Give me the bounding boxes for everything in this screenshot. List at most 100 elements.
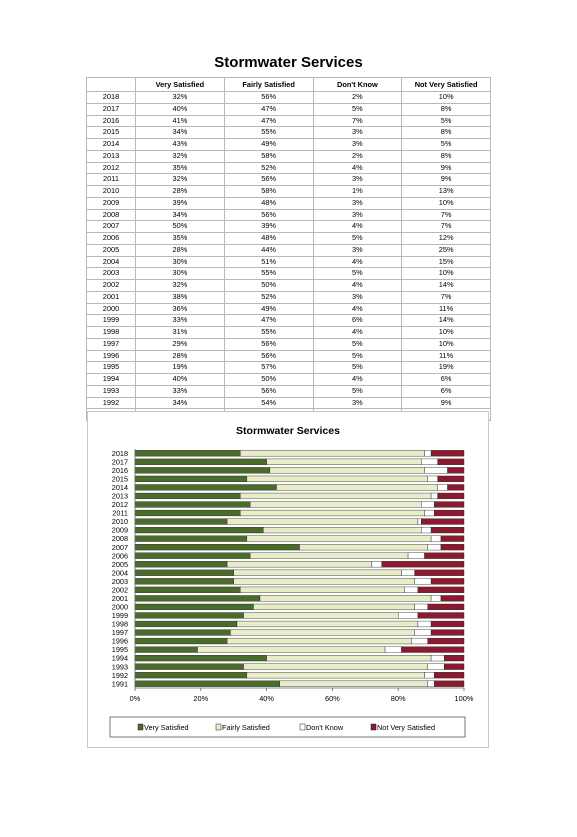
y-tick-label: 2014 — [112, 483, 128, 492]
y-tick-label: 1997 — [112, 628, 128, 637]
table-cell: 4% — [312, 220, 403, 233]
table-row-year: 2007 — [86, 220, 136, 233]
bar-segment — [430, 526, 465, 534]
table-cell: 3% — [312, 196, 403, 210]
table-row: 2015 34% 55% 3% 8% — [86, 126, 491, 139]
table-cell: 6% — [401, 384, 491, 398]
table-row-year: 2018 — [86, 91, 136, 104]
bar-segment — [134, 561, 228, 568]
table-cell: 55% — [223, 326, 314, 339]
table-row: 2000 36% 49% 4% 11% — [86, 302, 491, 316]
bar-segment — [249, 501, 422, 508]
table-row-year: 2002 — [86, 279, 136, 292]
bar-segment — [134, 467, 271, 474]
table-cell: 9% — [401, 161, 491, 175]
y-tick-label: 1991 — [112, 679, 128, 688]
bar-segment — [424, 552, 465, 559]
bar-segment — [276, 484, 438, 491]
table-row: 2003 30% 55% 5% 10% — [86, 267, 491, 280]
table-row: 2002 32% 50% 4% 14% — [86, 279, 491, 292]
table-cell: 28% — [135, 185, 225, 198]
table-cell: 8% — [401, 126, 491, 139]
bar-segment — [427, 637, 465, 645]
bar-segment — [246, 535, 432, 542]
table-cell: 5% — [312, 349, 403, 363]
table-cell: 7% — [401, 290, 491, 304]
bar-segment — [134, 655, 267, 662]
table-cell: 41% — [135, 114, 225, 128]
table-cell: 56% — [223, 208, 314, 222]
y-tick-label: 1995 — [112, 645, 128, 654]
table-row-year: 2012 — [86, 161, 136, 175]
table-row: 1997 29% 56% 5% 10% — [86, 337, 491, 351]
table-cell: 9% — [401, 396, 491, 410]
table-cell: 32% — [135, 173, 225, 186]
y-tick-label: 2000 — [112, 603, 128, 612]
page-title: Stormwater Services — [214, 54, 363, 71]
bar-segment — [417, 586, 465, 593]
bar-segment — [437, 492, 465, 500]
bar-segment — [226, 637, 412, 645]
table-cell: 58% — [223, 185, 314, 198]
bar-segment — [134, 612, 244, 619]
y-tick-label: 2015 — [112, 474, 128, 483]
bar-segment — [437, 475, 465, 482]
table-cell: 47% — [223, 114, 314, 128]
table-cell: 5% — [312, 337, 403, 351]
table-cell: 4% — [312, 302, 403, 316]
table-cell: 48% — [223, 232, 314, 245]
legend-box — [109, 716, 466, 738]
table-cell: 34% — [135, 396, 225, 410]
y-tick-label: 2010 — [112, 517, 128, 526]
table-cell: 28% — [135, 243, 225, 257]
table-cell: 10% — [401, 326, 491, 339]
bar-segment — [437, 484, 448, 491]
table-cell: 7% — [401, 208, 491, 222]
table-cell: 3% — [312, 290, 403, 304]
table-header-corner — [86, 77, 136, 92]
table-row-year: 1995 — [86, 361, 136, 374]
bar-segment — [134, 646, 198, 653]
table-row: 2017 40% 47% 5% 8% — [86, 102, 491, 116]
bar-segment — [427, 663, 445, 670]
bar-segment — [440, 544, 465, 551]
y-tick-label: 2002 — [112, 585, 128, 594]
y-tick-label: 2003 — [112, 577, 128, 586]
table-cell: 39% — [223, 220, 314, 233]
table-cell: 5% — [312, 384, 403, 398]
table-cell: 8% — [401, 149, 491, 163]
bar-segment — [240, 509, 425, 517]
table-row: 1993 33% 56% 5% 6% — [86, 384, 491, 398]
y-tick-label: 1992 — [112, 671, 128, 680]
table-row: 1998 31% 55% 4% 10% — [86, 326, 491, 339]
table-row: 1995 19% 57% 5% 19% — [86, 361, 491, 374]
chart-container: Stormwater Services 2018 2017 2016 2015 2014 2… — [87, 411, 489, 748]
bar-segment — [134, 458, 267, 465]
legend-swatch — [299, 723, 306, 731]
table-row-year: 2003 — [86, 267, 136, 280]
table-row-year: 2014 — [86, 138, 136, 151]
bar-segment — [407, 552, 425, 559]
bar-segment — [411, 637, 429, 645]
table-cell: 3% — [312, 126, 403, 139]
table-cell: 49% — [223, 302, 314, 316]
y-tick-label: 2017 — [112, 457, 128, 466]
legend-label: Very Satisfied — [144, 723, 189, 732]
bar-segment — [240, 586, 405, 593]
bar-segment — [226, 518, 419, 525]
bar-segment — [447, 484, 465, 491]
bar-segment — [424, 672, 435, 679]
bar-segment — [236, 620, 419, 628]
bar-segment — [434, 509, 465, 517]
bar-segment — [249, 552, 409, 559]
bar-segment — [430, 578, 465, 585]
table-cell: 48% — [223, 196, 314, 210]
table-cell: 34% — [135, 126, 225, 139]
table-row: 1992 34% 54% 3% 9% — [86, 396, 491, 410]
x-tick-label: 100% — [455, 694, 474, 703]
bar-segment — [134, 501, 251, 508]
y-tick-label: 2009 — [112, 526, 128, 535]
bar-segment — [134, 518, 228, 525]
table-cell: 12% — [401, 232, 491, 245]
table-row: 2007 50% 39% 4% 7% — [86, 220, 491, 233]
